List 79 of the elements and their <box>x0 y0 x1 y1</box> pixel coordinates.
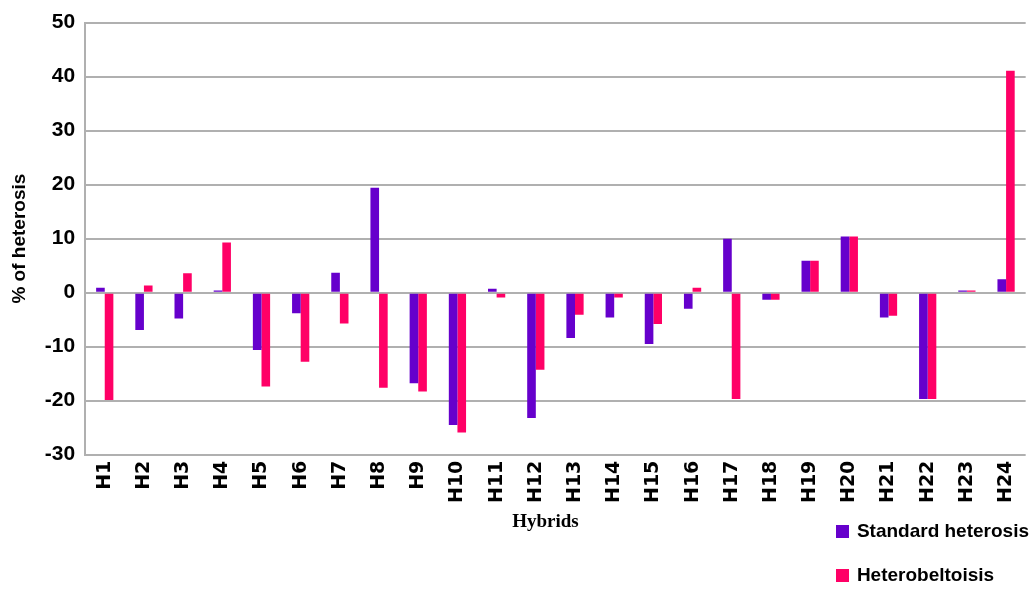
bar <box>448 293 458 425</box>
bar <box>927 293 937 400</box>
bar <box>840 236 850 292</box>
bar <box>692 287 702 292</box>
x-tick-label: H10 <box>444 460 467 503</box>
bar <box>1006 70 1015 292</box>
bar <box>183 273 192 292</box>
bar <box>222 242 231 292</box>
bar <box>879 293 889 318</box>
bar <box>653 293 662 324</box>
x-tick-label: H8 <box>366 460 388 490</box>
x-tick-label: H4 <box>209 460 232 490</box>
bar <box>770 293 780 300</box>
bar <box>418 293 427 392</box>
y-tick-label: 0 <box>63 279 76 303</box>
y-tick-label: 40 <box>51 63 76 87</box>
y-axis-title: % of heterosis <box>7 173 29 304</box>
bar <box>174 293 184 319</box>
x-tick-label: H15 <box>640 460 663 503</box>
bar <box>849 236 858 292</box>
bar <box>409 293 419 384</box>
x-tick-label: H3 <box>170 460 193 490</box>
x-tick-label: H23 <box>953 460 976 503</box>
bar <box>135 293 144 330</box>
bar <box>457 293 467 433</box>
bar <box>339 293 349 324</box>
bar <box>888 293 898 316</box>
x-tick-label: H1 <box>91 460 114 490</box>
x-tick-label: H18 <box>757 460 780 503</box>
x-tick-label: H22 <box>914 460 937 503</box>
bar <box>252 293 262 350</box>
bar <box>292 293 301 314</box>
bar <box>801 260 811 292</box>
bar <box>104 293 114 401</box>
legend-label: Heterobeltoisis <box>856 564 995 586</box>
bar <box>575 293 584 315</box>
x-tick-label: H17 <box>718 460 741 503</box>
y-tick-label: 10 <box>51 225 76 249</box>
x-tick-label: H13 <box>561 460 584 503</box>
x-tick-label: H6 <box>287 460 310 490</box>
x-tick-label: H19 <box>797 460 820 503</box>
bar <box>379 293 388 388</box>
bar <box>731 293 741 400</box>
y-tick-label: 20 <box>51 171 76 195</box>
bar <box>810 260 819 292</box>
x-axis-title: Hybrids <box>512 510 579 532</box>
bar <box>683 293 693 309</box>
bar <box>723 238 732 292</box>
x-tick-label: H21 <box>875 460 898 503</box>
x-tick-label: H5 <box>248 460 271 490</box>
bar <box>331 272 340 292</box>
bar <box>527 293 536 418</box>
x-tick-label: H24 <box>993 460 1016 503</box>
bar <box>143 285 153 292</box>
bar <box>762 293 771 300</box>
y-tick-label: -30 <box>44 441 76 465</box>
bar <box>535 293 545 370</box>
bar <box>997 279 1007 292</box>
bar <box>919 293 928 400</box>
y-tick-label: -20 <box>44 387 76 411</box>
legend-label: Standard heterosis <box>856 520 1029 542</box>
x-tick-label: H16 <box>679 460 702 503</box>
x-tick-label: H2 <box>130 460 153 490</box>
y-tick-label: 50 <box>51 9 76 33</box>
bar <box>488 288 497 292</box>
y-tick-label: -10 <box>44 333 76 357</box>
bar <box>566 293 575 338</box>
x-tick-label: H12 <box>522 460 545 503</box>
bar <box>261 293 271 387</box>
x-tick-label: H20 <box>836 460 859 503</box>
bar <box>300 293 310 362</box>
x-tick-label: H14 <box>601 460 624 503</box>
x-tick-label: H7 <box>326 460 349 490</box>
x-tick-label: H9 <box>405 460 428 490</box>
bar <box>644 293 654 344</box>
bar <box>370 187 380 292</box>
y-tick-label: 30 <box>51 117 76 141</box>
bar <box>96 287 105 292</box>
x-tick-label: H11 <box>483 460 506 503</box>
